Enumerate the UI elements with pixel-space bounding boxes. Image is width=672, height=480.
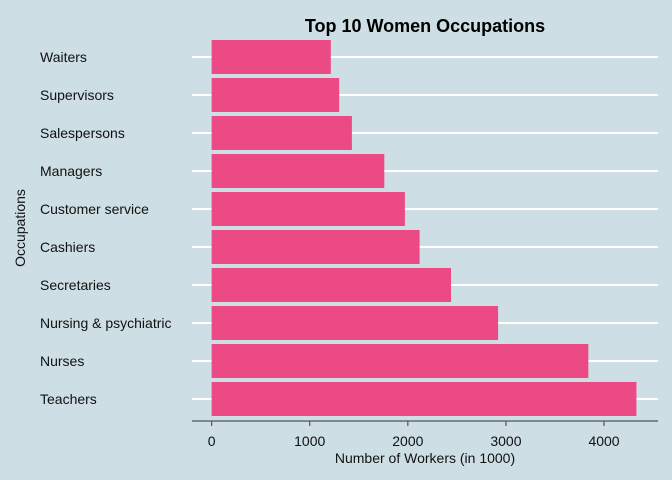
category-label: Nursing & psychiatric: [40, 315, 172, 331]
bar-secretaries: [211, 268, 451, 302]
bar-nursing-psychiatric: [211, 306, 499, 340]
bar-supervisors: [211, 78, 340, 112]
category-label: Waiters: [40, 49, 87, 65]
category-labels: Waiters Supervisors Salespersons Managers Cu…: [40, 49, 172, 407]
bar-cashiers: [211, 230, 420, 264]
x-ticks: 0 1000 2000 3000 4000: [208, 421, 620, 449]
tick-label: 4000: [588, 433, 619, 449]
category-label: Customer service: [40, 201, 149, 217]
category-label: Teachers: [40, 391, 97, 407]
y-axis-title: Occupations: [12, 189, 28, 267]
category-label: Salespersons: [40, 125, 125, 141]
category-label: Cashiers: [40, 239, 95, 255]
bar-managers: [211, 154, 385, 188]
bar-teachers: [211, 382, 637, 416]
tick-label: 1000: [294, 433, 325, 449]
category-label: Supervisors: [40, 87, 114, 103]
category-label: Secretaries: [40, 277, 111, 293]
tick-label: 3000: [490, 433, 521, 449]
category-label: Managers: [40, 163, 102, 179]
bars: [211, 40, 637, 416]
category-label: Nurses: [40, 353, 84, 369]
tick-label: 0: [208, 433, 216, 449]
chart-title: Top 10 Women Occupations: [305, 16, 545, 36]
bar-nurses: [211, 344, 589, 378]
bar-customer-service: [211, 192, 405, 226]
x-axis-title: Number of Workers (in 1000): [335, 450, 515, 466]
bar-salespersons: [211, 116, 352, 150]
tick-label: 2000: [392, 433, 423, 449]
bar-waiters: [211, 40, 331, 74]
